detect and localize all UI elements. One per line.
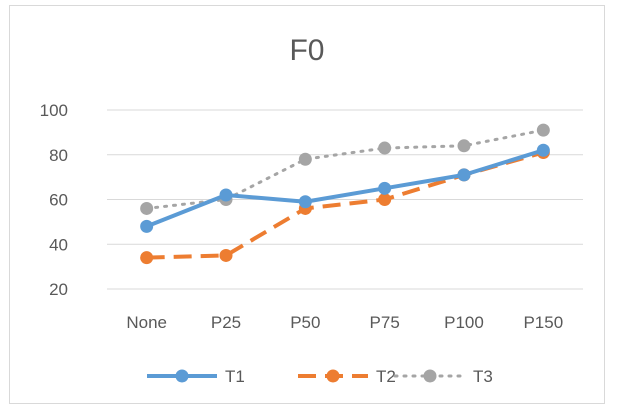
- x-tick-label: P150: [523, 313, 563, 332]
- y-tick-label: 60: [49, 191, 68, 210]
- data-point-T1: [457, 168, 471, 182]
- legend-swatch-marker: [423, 369, 437, 383]
- series: [140, 123, 550, 265]
- data-point-T2: [378, 193, 392, 206]
- data-point-T3: [457, 139, 471, 153]
- data-point-T3: [536, 123, 550, 137]
- legend-item-T3: T3: [393, 367, 493, 386]
- legend-swatch-marker: [175, 369, 189, 383]
- y-tick-label: 40: [49, 235, 68, 254]
- data-point-T1: [298, 195, 312, 209]
- data-point-T1: [378, 181, 392, 195]
- data-point-T3: [298, 152, 312, 166]
- series-T1: [140, 143, 550, 233]
- y-axis-ticks: 20 40 60 80 100: [40, 101, 68, 299]
- legend-label: T1: [225, 367, 245, 386]
- legend-label: T2: [376, 367, 396, 386]
- data-point-T3: [378, 141, 392, 155]
- y-tick-label: 100: [40, 101, 68, 120]
- x-tick-label: P50: [290, 313, 320, 332]
- gridlines: [107, 109, 583, 290]
- legend-swatch-marker: [326, 369, 340, 383]
- x-tick-label: None: [126, 313, 167, 332]
- data-point-T3: [140, 201, 154, 215]
- legend: T1 T2 T3: [147, 367, 493, 386]
- y-tick-label: 80: [49, 146, 68, 165]
- data-point-T2: [140, 251, 154, 265]
- data-point-T1: [140, 219, 154, 233]
- x-tick-label: P100: [444, 313, 484, 332]
- series-line-T1: [145, 148, 544, 229]
- legend-item-T2: T2: [298, 367, 396, 386]
- x-axis-ticks: None P25 P50 P75 P100 P150: [126, 313, 563, 332]
- legend-item-T1: T1: [147, 367, 245, 386]
- series-line-T2: [146, 150, 544, 260]
- x-tick-label: P25: [211, 313, 241, 332]
- series-T3: [140, 123, 550, 215]
- data-point-T2: [219, 248, 233, 262]
- series-line-T3: [145, 128, 545, 210]
- x-tick-label: P75: [370, 313, 400, 332]
- chart-title: F0: [289, 34, 325, 67]
- legend-label: T3: [473, 367, 493, 386]
- data-point-T1: [219, 188, 233, 202]
- data-point-T1: [536, 143, 550, 157]
- y-tick-label: 20: [49, 280, 68, 299]
